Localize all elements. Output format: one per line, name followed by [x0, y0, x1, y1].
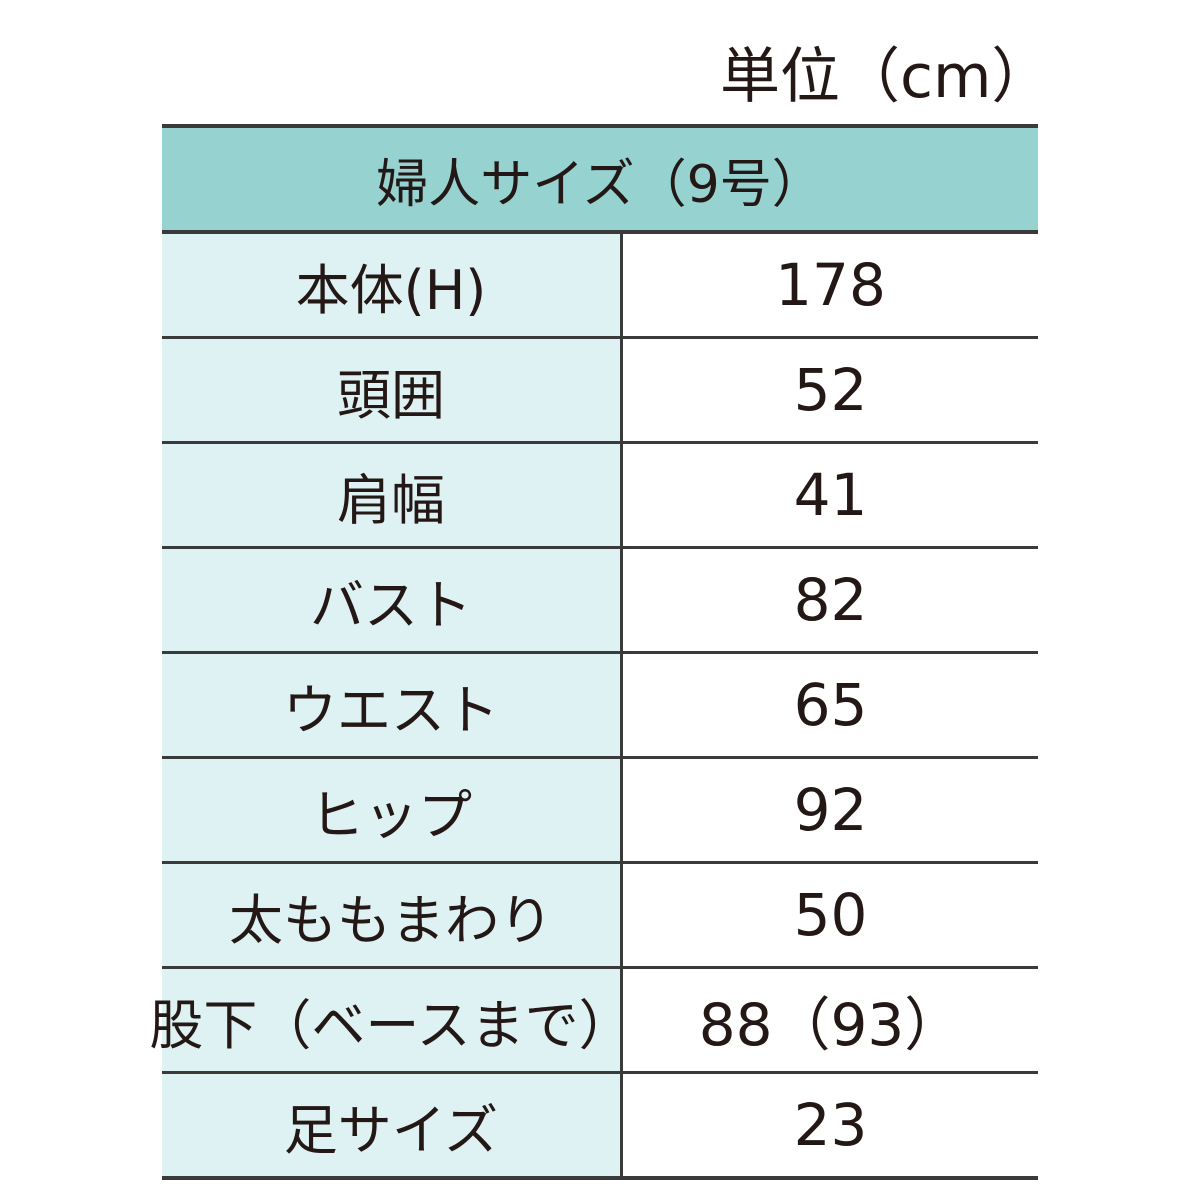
value-cell: 82 — [793, 566, 868, 634]
value-cell: 50 — [793, 881, 868, 949]
table-row: 頭囲 52 — [162, 339, 1038, 444]
table-row: 太ももまわり 50 — [162, 864, 1038, 969]
value-cell: 65 — [793, 671, 868, 739]
label-cell: 太ももまわり — [162, 864, 623, 966]
label-cell: ウエスト — [162, 654, 623, 756]
table-row: バスト 82 — [162, 549, 1038, 654]
unit-label: 単位（cm） — [720, 42, 1052, 112]
label-cell: 股下（ベースまで） — [149, 969, 633, 1071]
table-row: 本体(H) 178 — [162, 234, 1038, 339]
value-cell: 52 — [793, 356, 868, 424]
label-cell: 肩幅 — [162, 444, 623, 546]
label-cell: ヒップ — [162, 759, 623, 861]
size-table: 婦人サイズ（9号） 本体(H) 178 頭囲 52 肩幅 41 バスト 82 ウエスト 65 ヒップ… — [149, 124, 1038, 1180]
table-row: 足サイズ 23 — [162, 1074, 1038, 1180]
table-header: 婦人サイズ（9号） — [162, 124, 1038, 234]
table-row: ヒップ 92 — [162, 759, 1038, 864]
table-row: 肩幅 41 — [162, 444, 1038, 549]
table-row: ウエスト 65 — [162, 654, 1038, 759]
value-cell: 88（93） — [698, 991, 963, 1059]
value-cell: 178 — [775, 251, 886, 319]
value-cell: 23 — [793, 1091, 868, 1159]
value-cell: 41 — [793, 461, 868, 529]
table-row: 股下（ベースまで） 88（93） — [149, 969, 1038, 1074]
value-cell: 92 — [793, 776, 868, 844]
label-cell: 本体(H) — [162, 234, 623, 336]
label-cell: 足サイズ — [162, 1074, 623, 1176]
label-cell: バスト — [162, 549, 623, 651]
label-cell: 頭囲 — [162, 339, 623, 441]
